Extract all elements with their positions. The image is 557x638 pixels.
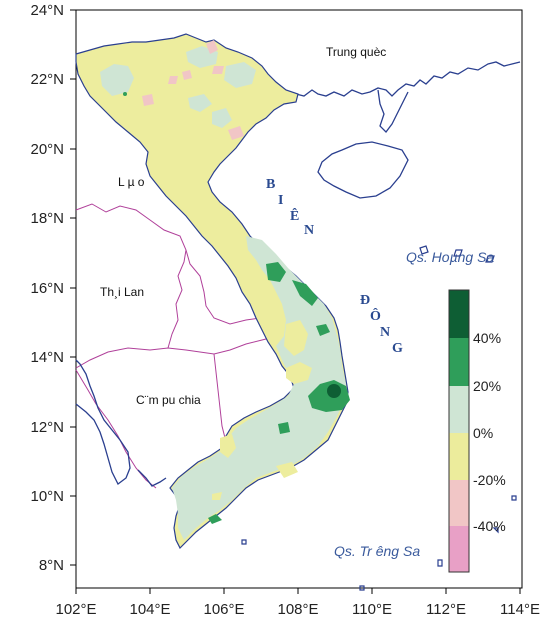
label-laos: L µ o <box>118 175 145 189</box>
islands <box>241 245 517 591</box>
label-china: Trung quèc <box>326 45 386 59</box>
y-tick-label: 20°N <box>30 141 64 158</box>
legend-swatch-above-40 <box>449 290 469 338</box>
china-coastline <box>295 61 521 97</box>
y-tick-label: 24°N <box>30 2 64 19</box>
legend-frame <box>448 289 470 573</box>
y-tick-label: 12°N <box>30 419 64 436</box>
legend-label: 40% <box>473 330 501 346</box>
x-tick-label: 112°E <box>426 601 466 618</box>
legend-label: 20% <box>473 378 501 394</box>
legend-label: -20% <box>473 472 506 488</box>
legend-swatch-below-neg40 <box>449 526 469 572</box>
y-tick-label: 18°N <box>30 210 64 227</box>
y-tick-label: 14°N <box>30 349 64 366</box>
anomaly-neg20-0-patches <box>212 320 312 500</box>
label-bien-dong-letter: Ô <box>370 307 381 324</box>
leizhou-peninsula <box>377 89 409 133</box>
y-tick-label: 22°N <box>30 71 64 88</box>
x-tick-label: 106°E <box>203 601 244 618</box>
label-bien-dong-letter: N <box>304 223 314 238</box>
thailand-coastline <box>75 359 131 485</box>
legend-swatch-neg20-0 <box>449 433 469 480</box>
anomaly-20-40-patches <box>208 262 350 524</box>
label-bien-dong-letter: Đ <box>360 293 370 308</box>
legend-label: -40% <box>473 518 506 534</box>
label-bien-dong-letter: N <box>380 325 390 340</box>
legend-swatch-0-20 <box>449 386 469 433</box>
x-tick-label: 104°E <box>129 601 170 618</box>
y-tick-label: 16°N <box>30 280 64 297</box>
x-tick-label: 110°E <box>352 601 392 618</box>
anomaly-0-20-patches <box>100 46 346 540</box>
anomaly-neg40-neg20-patches <box>142 40 244 140</box>
label-thailand: Th¸i Lan <box>100 285 144 299</box>
x-tick-label: 114°E <box>500 601 540 618</box>
country-borders <box>75 203 289 489</box>
legend-swatch-neg40-neg20 <box>449 480 469 526</box>
anomaly-20-40-patch <box>123 92 127 96</box>
legend-label: 0% <box>473 425 493 441</box>
anomaly-above-40-patch <box>327 384 341 398</box>
label-truong-sa: Qs. Tr­ êng Sa <box>334 543 420 559</box>
label-bien-dong-letter: G <box>392 341 403 356</box>
label-bien-dong-letter: Ê <box>290 207 299 224</box>
x-tick-label: 102°E <box>55 601 96 618</box>
x-tick-label: 108°E <box>277 601 318 618</box>
label-cambodia: C¨m pu chia <box>136 393 201 407</box>
y-tick-label: 8°N <box>39 557 64 574</box>
label-hoang-sa: Qs. Hoµng Sa <box>406 249 494 265</box>
y-tick-label: 10°N <box>30 488 64 505</box>
legend: 40% 20% 0% -20% -40% <box>448 289 506 573</box>
hainan-island <box>317 141 409 199</box>
label-bien-dong-letter: I <box>278 193 283 208</box>
label-bien-dong-letter: B <box>266 177 275 192</box>
legend-swatch-20-40 <box>449 338 469 386</box>
cambodia-coastline <box>137 469 167 487</box>
axis-ticks <box>70 9 521 594</box>
